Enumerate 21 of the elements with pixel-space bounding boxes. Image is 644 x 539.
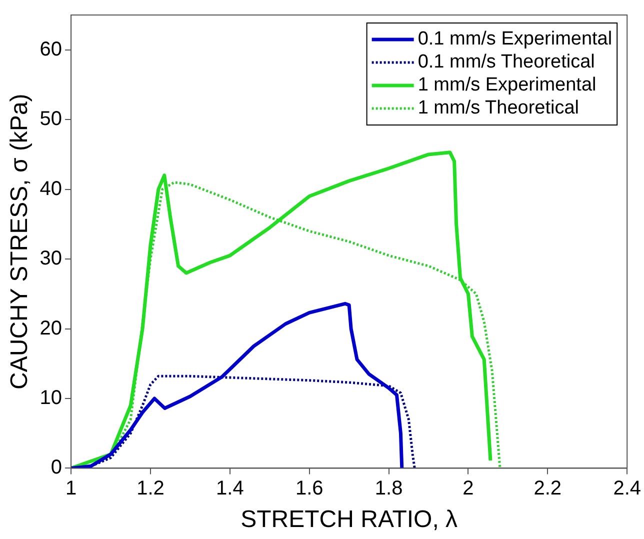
- legend-label: 0.1 mm/s Experimental: [418, 28, 612, 50]
- y-tick-label: 60: [40, 38, 62, 60]
- y-tick-label: 10: [40, 386, 62, 409]
- x-tick-label: 2.4: [613, 478, 642, 500]
- y-tick-label: 30: [40, 248, 62, 270]
- y-tick-label: 0: [50, 456, 62, 479]
- y-tick-label: 40: [40, 178, 62, 200]
- x-tick-label: 1.6: [295, 478, 324, 500]
- y-axis-title: CAUCHY STRESS, σ (kPa): [6, 94, 34, 390]
- y-tick-label: 20: [40, 317, 62, 340]
- x-tick-label: 1.2: [136, 478, 164, 500]
- x-tick-label: 1: [65, 478, 77, 500]
- x-tick-label: 1.8: [374, 478, 403, 500]
- x-axis-title: STRETCH RATIO, λ: [240, 506, 458, 534]
- legend-label: 1 mm/s Theoretical: [418, 98, 580, 119]
- y-tick-label: 50: [40, 108, 62, 130]
- legend-label: 0.1 mm/s Theoretical: [418, 52, 595, 73]
- x-tick-label: 1.4: [216, 478, 244, 500]
- x-tick-label: 2.2: [534, 478, 562, 500]
- legend-label: 1 mm/s Experimental: [418, 74, 596, 96]
- x-tick-label: 2: [462, 478, 474, 500]
